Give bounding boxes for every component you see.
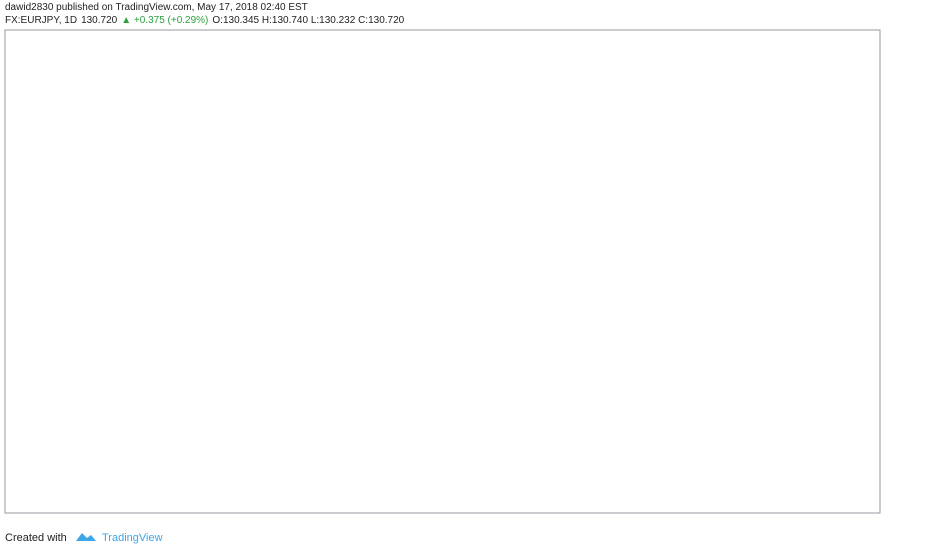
- created-with: Created with: [5, 532, 67, 544]
- change: ▲ +0.375 (+0.29%): [121, 15, 209, 26]
- last-price: 130.720: [81, 15, 118, 26]
- brand: TradingView: [102, 532, 163, 544]
- logo: [76, 533, 96, 541]
- ohlc: O:130.345 H:130.740 L:130.232 C:130.720: [212, 15, 405, 26]
- publish-info: dawid2830 published on TradingView.com, …: [5, 2, 308, 13]
- symbol: FX:EURJPY, 1D: [5, 15, 78, 26]
- symbol-info: FX:EURJPY, 1D 130.720 ▲ +0.375 (+0.29%) O:1…: [5, 15, 408, 26]
- plot-frame: [4, 29, 881, 514]
- footer: Created with TradingView: [5, 532, 163, 544]
